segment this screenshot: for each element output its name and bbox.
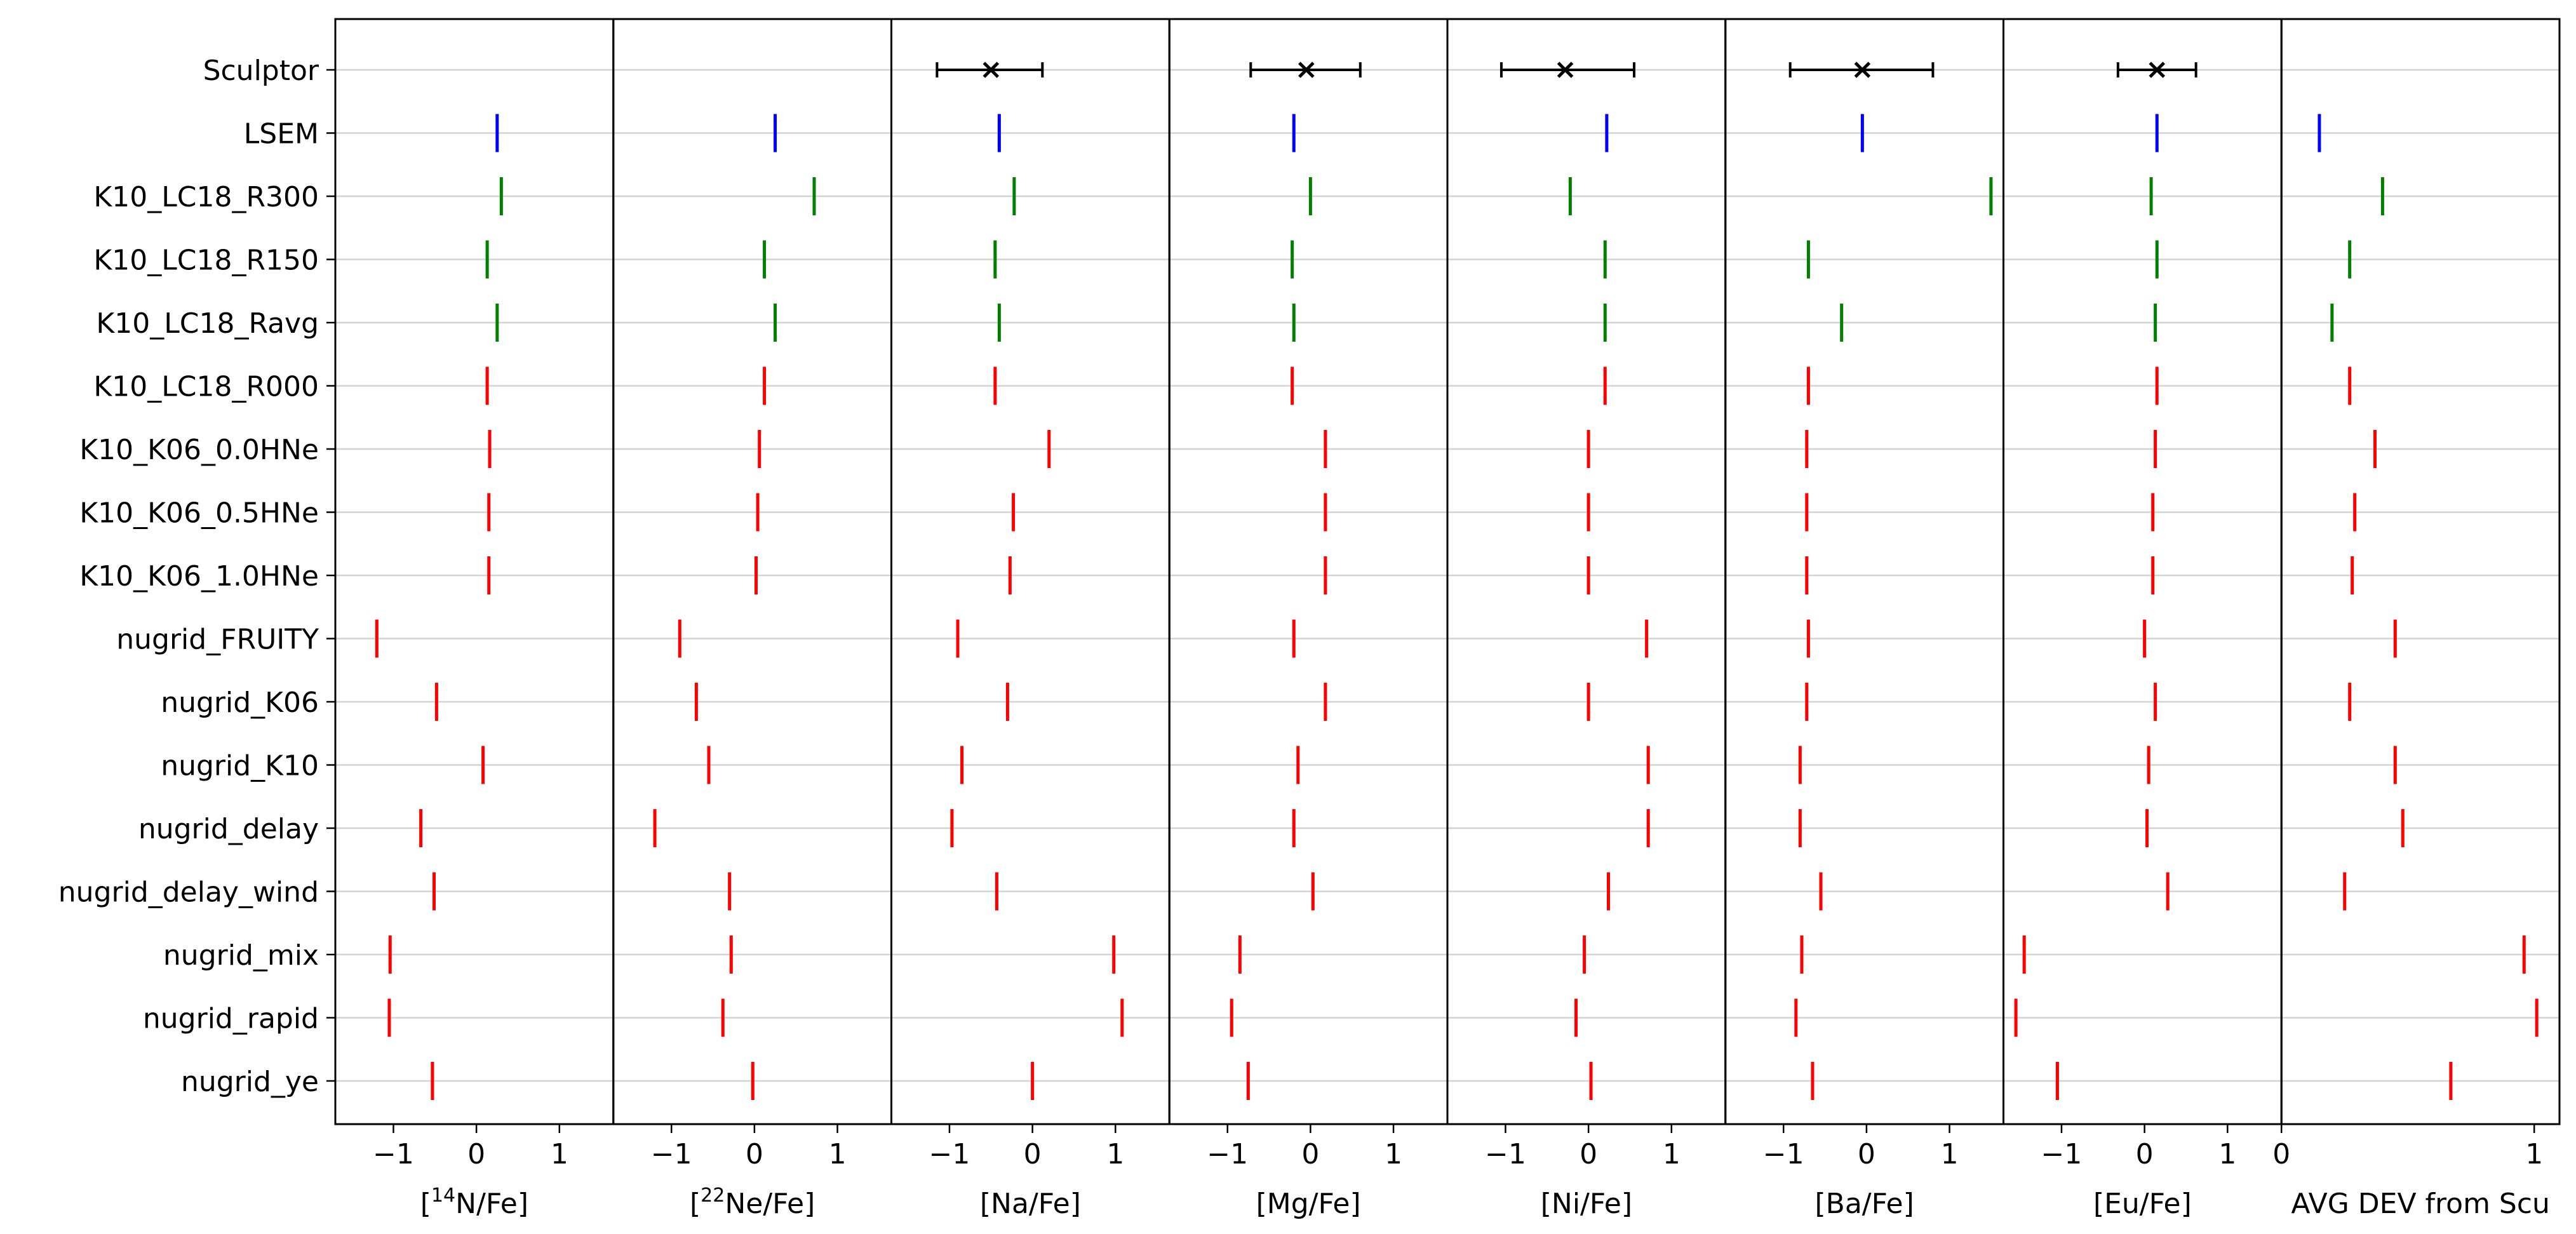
labels: Sculptor LSEM K10_LC18_R300 K10_LC18_R150 K1… (58, 55, 2550, 1220)
panel-frame (1724, 18, 2004, 1125)
x-tick-label: 1 (829, 1138, 847, 1170)
x-tick-label: −1 (1207, 1138, 1248, 1170)
x-tick-label: 0 (1301, 1138, 1319, 1170)
panel-frame (1168, 18, 1449, 1125)
x-tick-label: 0 (746, 1138, 763, 1170)
row-label: K10_LC18_R150 (93, 245, 319, 277)
x-tick-label: 1 (1663, 1138, 1680, 1170)
x-tick-label: 0 (1858, 1138, 1875, 1170)
row-label: K10_LC18_R300 (93, 181, 319, 213)
observed-marker (1298, 62, 1315, 78)
observed-marker (1854, 62, 1871, 78)
data-marks (375, 62, 2539, 1100)
observed-marker (1557, 62, 1574, 78)
x-tick-label: −1 (2041, 1138, 2083, 1170)
x-tick-label: 0 (1580, 1138, 1597, 1170)
x-axis-label: [Eu/Fe] (2093, 1188, 2192, 1220)
x-tick-label: −1 (373, 1138, 414, 1170)
row-label: nugrid_delay (138, 813, 319, 845)
panel-frame (334, 18, 615, 1125)
x-tick-label: 0 (467, 1138, 485, 1170)
x-tick-label: 1 (2218, 1138, 2236, 1170)
x-axis-label: [Na/Fe] (980, 1188, 1081, 1220)
x-tick-label: 0 (1024, 1138, 1042, 1170)
x-axis-label: [14N/Fe] (420, 1184, 528, 1220)
x-axis-label: [22Ne/Fe] (690, 1184, 815, 1220)
x-tick-label: 1 (551, 1138, 568, 1170)
row-label: K10_LC18_R000 (93, 371, 319, 403)
row-label: K10_K06_0.5HNe (79, 497, 319, 530)
panel-frame (1446, 18, 1727, 1125)
x-tick-label: −1 (651, 1138, 692, 1170)
x-tick-label: 1 (2525, 1138, 2543, 1170)
row-label: nugrid_mix (163, 939, 319, 972)
x-tick-label: 1 (1106, 1138, 1124, 1170)
row-label: K10_LC18_Ravg (96, 307, 319, 340)
x-tick-label: −1 (1763, 1138, 1804, 1170)
panel-frame (612, 18, 892, 1125)
x-axis-label: AVG DEV from Scu (2291, 1188, 2550, 1220)
row-label: nugrid_ye (181, 1066, 319, 1098)
row-label: LSEM (244, 118, 319, 151)
x-axis-label: [Ni/Fe] (1541, 1188, 1632, 1220)
row-label: nugrid_rapid (143, 1003, 319, 1035)
x-tick-label: 1 (1941, 1138, 1959, 1170)
x-tick-label: −1 (1485, 1138, 1526, 1170)
x-tick-label: 1 (1385, 1138, 1402, 1170)
x-tick-label: 0 (2136, 1138, 2154, 1170)
x-axis-label: [Mg/Fe] (1256, 1188, 1361, 1220)
x-tick-label: 0 (2272, 1138, 2290, 1170)
panel-frame (2002, 18, 2283, 1125)
panel-frame (890, 18, 1171, 1125)
x-axis-label: [Ba/Fe] (1815, 1188, 1914, 1220)
row-label: nugrid_delay_wind (58, 876, 319, 909)
row-label: Sculptor (203, 55, 319, 87)
row-label: K10_K06_0.0HNe (79, 434, 319, 466)
row-label: nugrid_K06 (161, 687, 319, 719)
panel-frame (2280, 18, 2561, 1125)
panel-frames (326, 18, 2561, 1133)
x-tick-label: −1 (929, 1138, 970, 1170)
observed-marker (2149, 62, 2166, 78)
row-label: nugrid_K10 (161, 750, 319, 782)
row-label: K10_K06_1.0HNe (79, 560, 319, 593)
observed-marker (983, 62, 1000, 78)
row-label: nugrid_FRUITY (116, 624, 319, 656)
